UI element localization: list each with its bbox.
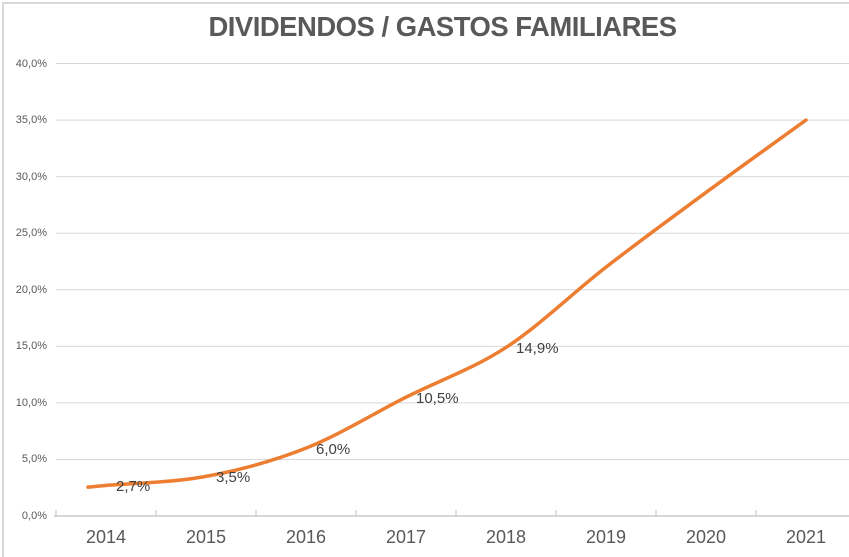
y-tick-label: 5,0% (21, 453, 47, 466)
x-tick-label: 2019 (585, 527, 627, 547)
y-tick-label: 10,0% (15, 396, 47, 409)
x-tick-label: 2016 (285, 527, 327, 547)
y-tick-label: 30,0% (15, 170, 47, 183)
y-tick-label: 20,0% (15, 283, 47, 296)
x-tick-label: 2021 (785, 527, 827, 547)
x-tick-label: 2014 (85, 527, 127, 547)
data-label: 6,0% (316, 441, 351, 459)
y-tick-label: 0,0% (21, 510, 47, 522)
chart-border-left (2, 2, 4, 557)
x-tick-label: 2020 (685, 527, 727, 547)
y-tick-label: 40,0% (15, 57, 47, 70)
series-line (86, 118, 808, 489)
x-tick-label: 2018 (485, 527, 527, 547)
y-tick-label: 25,0% (15, 227, 47, 240)
data-label: 14,9% (516, 340, 559, 358)
data-label: 10,5% (416, 390, 459, 408)
data-label: 2,7% (116, 478, 151, 496)
chart-border-top (4, 2, 849, 4)
data-label: 3,5% (216, 469, 251, 487)
y-tick-label: 35,0% (15, 114, 47, 127)
y-tick-label: 15,0% (15, 340, 47, 353)
x-tick-label: 2015 (185, 527, 227, 547)
chart-title: DIVIDENDOS / GASTOS FAMILIARES (208, 11, 677, 42)
x-tick-label: 2017 (385, 527, 427, 547)
